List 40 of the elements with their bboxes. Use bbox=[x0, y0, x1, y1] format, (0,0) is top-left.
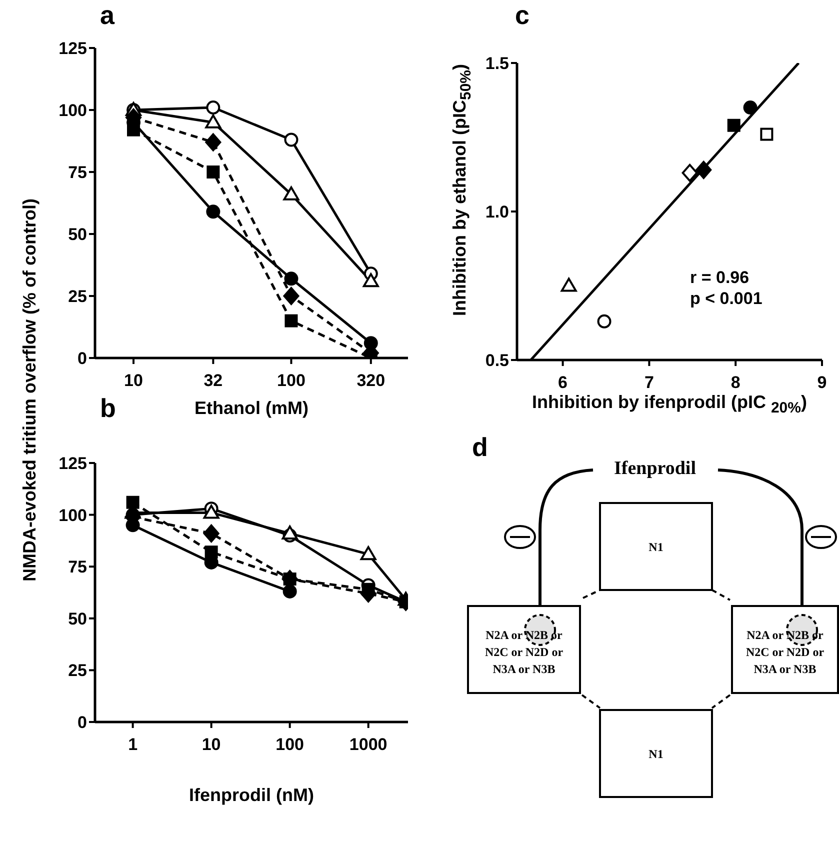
x-tick-label: 100 bbox=[276, 735, 304, 754]
x-tick-label: 10 bbox=[202, 735, 221, 754]
chart-title: c bbox=[515, 0, 530, 31]
x-axis-title: Ethanol (mM) bbox=[194, 398, 308, 418]
y-tick-label: 125 bbox=[58, 39, 87, 58]
y-tick-label: 0 bbox=[78, 713, 87, 732]
y-tick-label: 25 bbox=[68, 661, 87, 680]
y-axis-title: NMDA-evoked tritium overflow (% of control) bbox=[20, 198, 40, 582]
x-tick-label: 1 bbox=[128, 735, 138, 754]
y-tick-label: 125 bbox=[58, 454, 87, 474]
x-tick-label: 320 bbox=[356, 371, 386, 390]
y-tick-label: 0 bbox=[78, 349, 87, 368]
y-tick-label: 25 bbox=[68, 287, 87, 306]
annotation: r = 0.96 bbox=[690, 268, 750, 288]
x-tick-label: 32 bbox=[204, 371, 223, 390]
y-tick-label: 75 bbox=[68, 558, 87, 577]
y-tick-label: 0.5 bbox=[485, 351, 509, 370]
x-tick-label: 10 bbox=[124, 371, 143, 390]
x-tick-label: 9 bbox=[817, 373, 827, 392]
annotation: p < 0.001 bbox=[690, 289, 762, 309]
text: N1 bbox=[648, 540, 664, 554]
y-tick-label: 50 bbox=[68, 609, 87, 628]
text: Ifenprodil bbox=[614, 458, 696, 479]
x-tick-label: 100 bbox=[277, 371, 306, 390]
y-tick-label: 100 bbox=[58, 506, 87, 525]
y-tick-label: 100 bbox=[58, 101, 87, 120]
x-axis-title: Inhibition by ifenprodil (pIC $_{20%}$) bbox=[531, 392, 808, 417]
text: N1 bbox=[648, 747, 664, 761]
y-tick-label: 75 bbox=[68, 163, 87, 182]
x-tick-label: 7 bbox=[644, 373, 654, 392]
x-tick-label: 8 bbox=[730, 373, 740, 392]
x-axis-title: Ifenprodil (nM) bbox=[188, 785, 315, 806]
text: d bbox=[472, 432, 488, 463]
x-tick-label: 6 bbox=[558, 373, 568, 392]
x-tick-label: 1000 bbox=[349, 735, 388, 754]
chart-title: b bbox=[100, 393, 116, 424]
chart-title: a bbox=[100, 0, 114, 31]
y-tick-label: 50 bbox=[68, 225, 87, 244]
y-tick-label: 1.0 bbox=[485, 202, 509, 222]
y-tick-label: 1.5 bbox=[485, 54, 509, 74]
